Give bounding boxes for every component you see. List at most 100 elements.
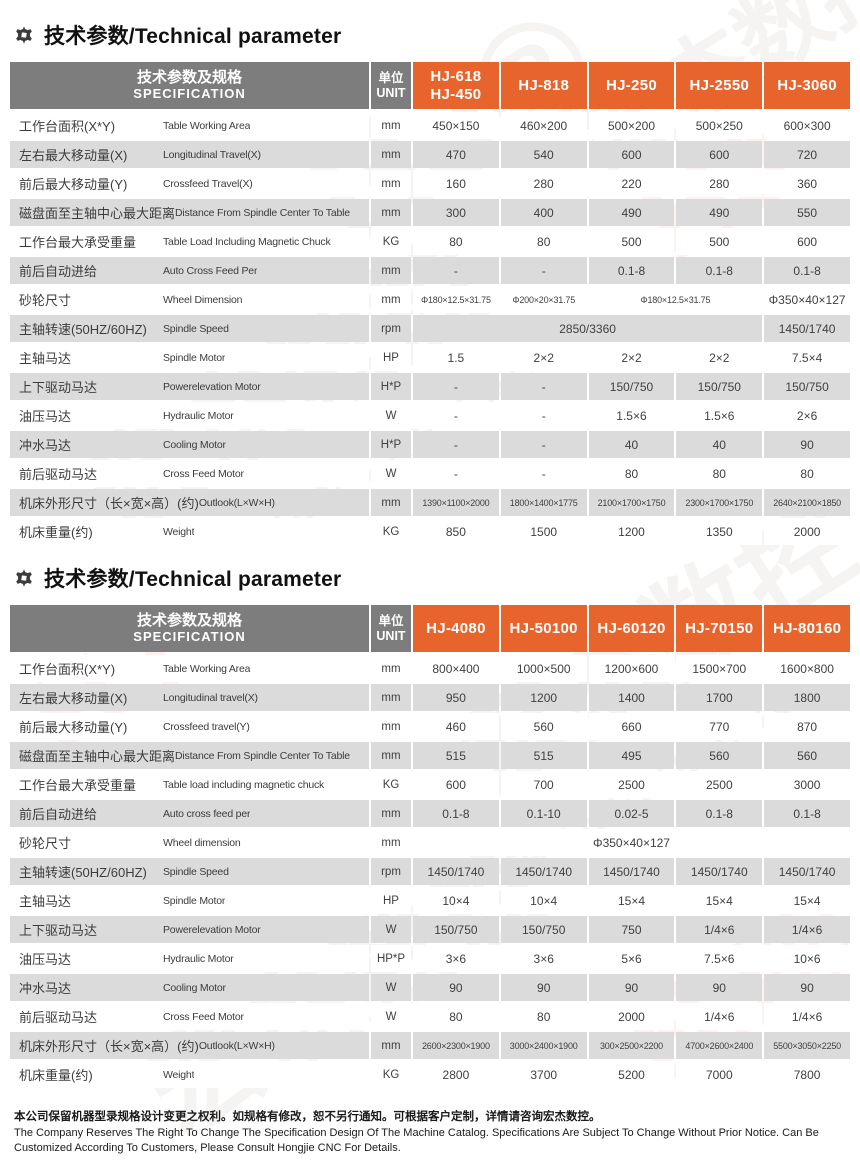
value-cell: 515 (413, 742, 499, 769)
spec-label-cell: 机床重量(约) Weight (10, 518, 369, 545)
value-cell: 560 (676, 742, 763, 769)
value-cell: 490 (588, 199, 675, 226)
gear-icon (16, 26, 32, 44)
table-row: 前后最大移动量(Y) Crossfeed Travel(X) mm 160 280 220… (10, 170, 850, 197)
value-cell: 1450/1740 (588, 858, 675, 885)
value-cell: 10×6 (764, 945, 850, 972)
value-cell: 10×4 (413, 887, 499, 914)
unit-cell: mm (371, 489, 411, 516)
value-cell: 600 (413, 771, 499, 798)
footer-note: 本公司保留机器型录规格设计变更之权利。如规格有修改，恕不另行通知。可根据客户定制… (10, 1108, 850, 1156)
table-row: 工作台面积(X*Y) Table Working Area mm 800×400 100… (10, 655, 850, 682)
value-cell: 450×150 (413, 112, 499, 139)
value-cell: 1400 (588, 684, 675, 711)
value-cell: 220 (588, 170, 675, 197)
table-row: 砂轮尺寸 Wheel dimension mm Φ350×40×127 (10, 829, 850, 856)
spec-label-zh: 机床外形尺寸（长×宽×高）(约) (19, 496, 199, 511)
spec-label-en: Longitudinal travel(X) (163, 691, 258, 704)
spec-label-en: Table load including magnetic chuck (163, 778, 325, 791)
value-cell: 1/4×6 (676, 916, 763, 943)
value-cell: 90 (764, 974, 850, 1001)
value-cell: 360 (764, 170, 850, 197)
value-cell: 2100×1700×1750 (588, 489, 675, 516)
value-cell: 660 (588, 713, 675, 740)
unit-cell: HP (371, 887, 411, 914)
spec-label-en: Outlook(L×W×H) (198, 496, 275, 509)
spec-label-cell: 机床重量(约) Weight (10, 1061, 369, 1088)
section-title-text: 技术参数/Technical parameter (44, 568, 342, 591)
spec-label-zh: 前后自动进给 (19, 264, 98, 279)
unit-cell: mm (371, 257, 411, 284)
value-cell: 1200 (500, 684, 587, 711)
model-header-cell: HJ-60120 (588, 605, 675, 652)
value-cell: 3700 (500, 1061, 587, 1088)
value-cell: - (413, 257, 499, 284)
unit-header-cell: 单位 UNIT (371, 605, 411, 652)
value-cell: 90 (764, 431, 850, 458)
spec-label-en: Powerelevation Motor (163, 923, 261, 936)
gear-icon (16, 569, 32, 587)
value-cell: 280 (500, 170, 587, 197)
unit-cell: KG (371, 1061, 411, 1088)
value-cell: 80 (413, 1003, 499, 1030)
value-cell: 150/750 (764, 373, 850, 400)
spec-label-cell: 机床外形尺寸（长×宽×高）(约) Outlook(L×W×H) (10, 1032, 369, 1059)
spec-label-en: Powerelevation Motor (163, 380, 261, 393)
value-cell: 3000 (764, 771, 850, 798)
spec-label-en: Spindle Motor (163, 351, 226, 364)
spec-label-zh: 工作台面积(X*Y) (19, 119, 116, 134)
unit-cell: HP (371, 344, 411, 371)
spec-label-zh: 冲水马达 (19, 438, 72, 453)
spec-label-zh: 前后驱动马达 (19, 1010, 98, 1025)
value-cell: 1000×500 (500, 655, 587, 682)
unit-cell: W (371, 402, 411, 429)
unit-header-cell: 单位 UNIT (371, 62, 411, 109)
value-cell: 2×2 (588, 344, 675, 371)
spec-label-en: Spindle Speed (163, 322, 229, 335)
spec-label-cell: 主轴马达 Spindle Motor (10, 887, 369, 914)
value-cell: 1450/1740 (500, 858, 587, 885)
value-cell: 2500 (588, 771, 675, 798)
unit-cell: mm (371, 286, 411, 313)
spec-label-zh: 前后自动进给 (19, 807, 98, 822)
table-row: 主轴转速(50HZ/60HZ) Spindle Speed rpm 2850/3360… (10, 315, 850, 342)
table-header-row: 技术参数及规格 SPECIFICATION 单位 UNIT HJ-4080 HJ-501… (10, 605, 850, 652)
spec-label-zh: 主轴转速(50HZ/60HZ) (19, 322, 147, 337)
value-cell: Φ180×12.5×31.75 (588, 286, 763, 313)
unit-cell: W (371, 1003, 411, 1030)
value-cell: - (500, 373, 587, 400)
value-cell: Φ200×20×31.75 (500, 286, 587, 313)
value-cell: 800×400 (413, 655, 499, 682)
value-cell: 1450/1740 (413, 858, 499, 885)
unit-cell: mm (371, 655, 411, 682)
table-row: 前后最大移动量(Y) Crossfeed travel(Y) mm 460 560 660… (10, 713, 850, 740)
value-cell: - (413, 373, 499, 400)
table-row: 工作台最大承受重量 Table Load Including Magnetic C… (10, 228, 850, 255)
value-cell: - (413, 431, 499, 458)
value-cell: Φ180×12.5×31.75 (413, 286, 499, 313)
value-cell: 2850/3360 (413, 315, 763, 342)
value-cell: 300 (413, 199, 499, 226)
spec-label-cell: 工作台面积(X*Y) Table Working Area (10, 112, 369, 139)
model-header-cell: HJ-4080 (413, 605, 499, 652)
spec-label-cell: 油压马达 Hydraulic Motor (10, 402, 369, 429)
spec-label-cell: 主轴转速(50HZ/60HZ) Spindle Speed (10, 858, 369, 885)
model-header-cell: HJ-2550 (676, 62, 763, 109)
spec-label-cell: 主轴转速(50HZ/60HZ) Spindle Speed (10, 315, 369, 342)
spec-label-en: Cooling Motor (163, 981, 226, 994)
table-header-row: 技术参数及规格 SPECIFICATION 单位 UNIT HJ-618 HJ-450… (10, 62, 850, 109)
spec-header-zh: 技术参数及规格 (136, 69, 242, 87)
value-cell: 1390×1100×2000 (413, 489, 499, 516)
table-row: 前后驱动马达 Cross Feed Motor W - -80 80 80 (10, 460, 850, 487)
value-cell: 850 (413, 518, 499, 545)
model-header-cell: HJ-50100 (500, 605, 587, 652)
value-cell: 500 (588, 228, 675, 255)
spec-label-cell: 前后驱动马达 Cross Feed Motor (10, 460, 369, 487)
value-cell: 0.02-5 (588, 800, 675, 827)
spec-label-cell: 工作台面积(X*Y) Table Working Area (10, 655, 369, 682)
value-cell: 1450/1740 (764, 858, 850, 885)
section-title-2: 技术参数/Technical parameter (12, 563, 850, 593)
spec-label-zh: 主轴马达 (19, 894, 72, 909)
spec-label-en: Table Working Area (163, 119, 251, 132)
